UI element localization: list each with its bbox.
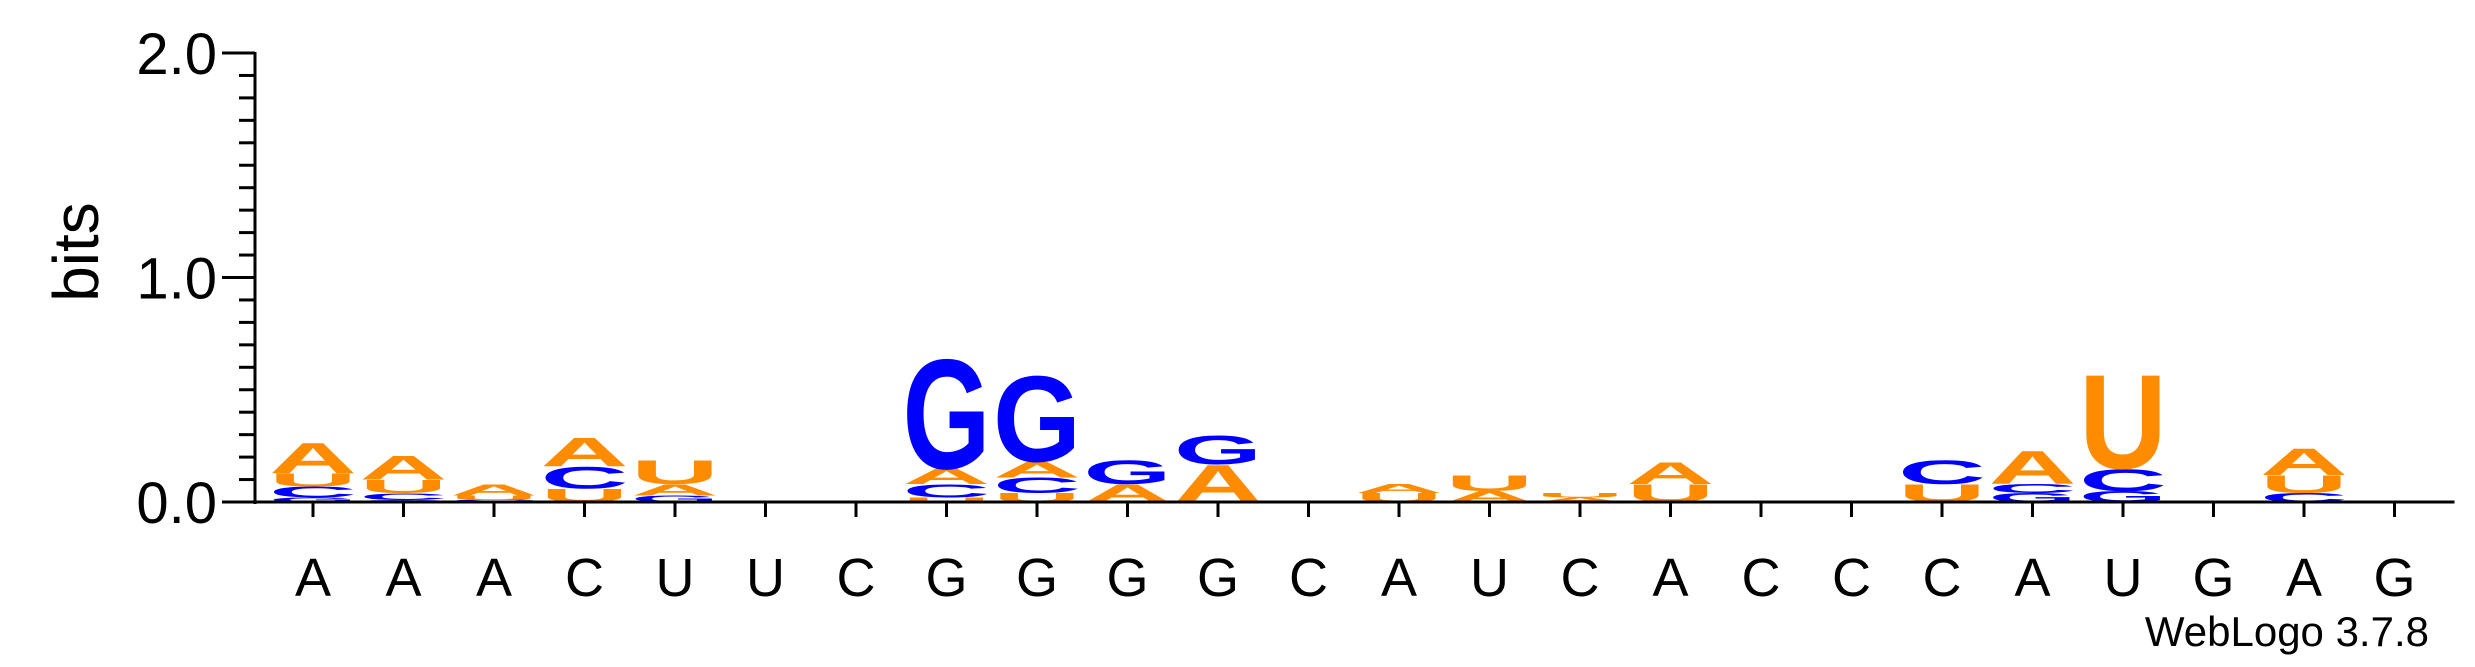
sequence-label: A	[1652, 548, 1688, 608]
sequence-label: C	[1832, 548, 1871, 608]
logo-letter-g: G	[631, 494, 719, 505]
sequence-label: U	[746, 548, 785, 608]
logo-letter-c: C	[269, 483, 357, 501]
sequence-label: A	[2014, 548, 2050, 608]
sequence-label: C	[1923, 548, 1962, 608]
logo-letter-g: G	[903, 326, 991, 501]
logo-letter-a: A	[631, 481, 719, 499]
sequence-label: G	[2373, 548, 2415, 608]
weblogo-credit: WebLogo 3.7.8	[2145, 608, 2429, 655]
logo-letter-a: A	[993, 457, 1081, 482]
logo-letter-c: C	[1898, 453, 1986, 492]
sequence-label: G	[1106, 548, 1148, 608]
logo-letter-u: U	[902, 496, 990, 503]
y-tick-label: 0.0	[136, 471, 217, 536]
y-tick-label: 1.0	[136, 247, 217, 312]
logo-letter-a: A	[269, 434, 357, 483]
logo-letter-c: C	[993, 473, 1081, 498]
logo-letter-g: G	[1174, 427, 1262, 473]
sequence-label: C	[565, 548, 604, 608]
y-axis: 0.0 1.0 2.0	[136, 22, 257, 536]
logo-letter-u: U	[269, 469, 357, 490]
sequence-label: U	[656, 548, 695, 608]
logo-letter-u: U	[2079, 348, 2167, 498]
sequence-label: C	[1561, 548, 1600, 608]
sequence-label: A	[476, 548, 512, 608]
sequence-label: C	[1742, 548, 1781, 608]
sequence-label: A	[1381, 548, 1417, 608]
logo-stacks: GCUAGCUACUAUCAGAUUCAGUCAGAGAGUAAUAUUAUCG…	[269, 326, 2348, 513]
sequence-label: C	[837, 548, 876, 608]
logo-letter-u: U	[1446, 471, 1534, 496]
sequence-label: A	[2286, 548, 2322, 608]
logo-letter-u: U	[631, 453, 719, 492]
logo-letter-c: C	[360, 491, 448, 501]
sequence-label: U	[2104, 548, 2143, 608]
logo-letter-a: A	[450, 481, 538, 499]
sequence-label: G	[2192, 548, 2234, 608]
logo-letter-a: A	[1536, 496, 1624, 503]
y-axis-label: bits	[40, 202, 112, 302]
logo-letter-c: C	[903, 481, 991, 502]
sequence-label: G	[1197, 548, 1239, 608]
logo-letter-g: G	[993, 351, 1081, 488]
logo-letter-u: U	[1536, 492, 1624, 499]
logo-letter-a: A	[1988, 441, 2076, 494]
y-tick-label: 2.0	[136, 22, 217, 87]
sequence-label: G	[1016, 548, 1058, 608]
logo-letter-u: U	[2260, 470, 2348, 498]
logo-letter-a: A	[541, 430, 629, 475]
logo-letter-a: A	[359, 448, 447, 487]
sequence-label: U	[1470, 548, 1509, 608]
logo-letter-a: A	[1627, 455, 1715, 490]
sequence-label: C	[1289, 548, 1328, 608]
logo-letter-c: C	[1989, 482, 2077, 496]
logo-letter-g: G	[1084, 453, 1172, 492]
logo-letter-a: A	[903, 464, 991, 489]
logo-letter-u: U	[360, 476, 448, 497]
sequence-label: A	[385, 548, 421, 608]
logo-letter-c: C	[541, 460, 629, 495]
logo-letter-a: A	[1355, 482, 1443, 496]
logo-letter-g: G	[269, 496, 357, 503]
logo-letter-a: A	[2260, 441, 2348, 483]
logo-letter-u: U	[450, 494, 538, 501]
sequence-label: A	[295, 548, 331, 608]
sequence-label: G	[925, 548, 967, 608]
logo-letter-c: C	[2079, 462, 2167, 497]
